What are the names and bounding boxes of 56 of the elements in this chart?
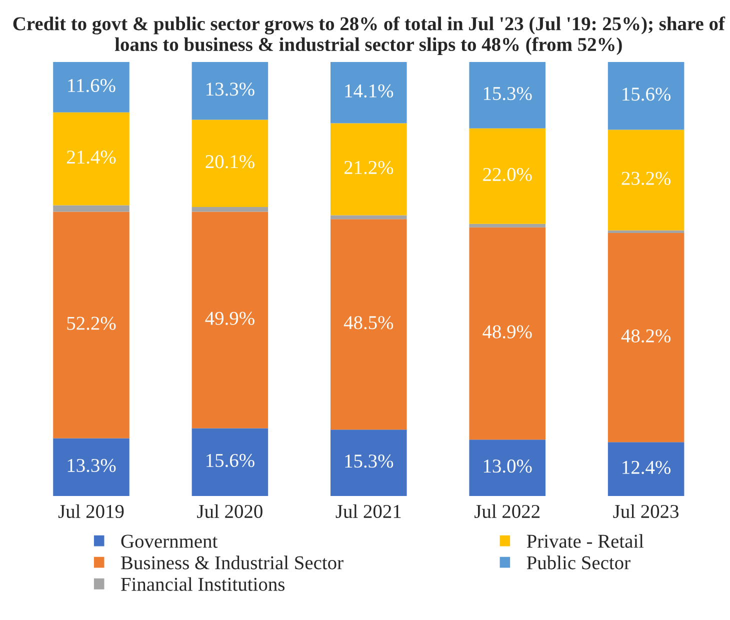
- bar: [469, 227, 546, 440]
- bar: [192, 62, 268, 120]
- legend-label: Business & Industrial Sector: [121, 556, 344, 570]
- data-label: 21.4%: [66, 150, 116, 164]
- data-label: 14.1%: [345, 84, 394, 98]
- x-tick-label: Jul 2021: [336, 504, 401, 518]
- data-label: 15.3%: [345, 454, 394, 468]
- x-tick-label: Jul 2023: [613, 504, 679, 518]
- data-label: 22.0%: [483, 168, 532, 182]
- data-label: 15.6%: [206, 454, 254, 468]
- data-label: 23.2%: [622, 172, 670, 185]
- bar: [469, 440, 546, 496]
- bar: [469, 224, 546, 228]
- data-label: 48.2%: [621, 329, 670, 343]
- bar: [469, 62, 546, 128]
- data-label: 52.2%: [67, 316, 116, 330]
- bar: [53, 112, 130, 206]
- bar: [330, 219, 407, 430]
- data-label: 48.5%: [344, 316, 394, 330]
- bar: [192, 206, 268, 212]
- bar: [330, 215, 407, 220]
- bar: [53, 212, 130, 438]
- legend-label: Financial Institutions: [121, 577, 285, 591]
- data-label: 48.9%: [482, 325, 532, 338]
- bar: [192, 120, 268, 207]
- data-label: 13.3%: [68, 458, 116, 472]
- data-label: 20.1%: [206, 155, 254, 168]
- bar: [608, 442, 684, 496]
- bar: [53, 62, 130, 112]
- data-label: 49.9%: [205, 312, 254, 325]
- data-label: 15.3%: [484, 86, 532, 100]
- data-label: 12.4%: [622, 460, 670, 474]
- legend-label: Government: [121, 534, 218, 548]
- data-label: 21.2%: [344, 160, 394, 174]
- bar: [608, 230, 684, 233]
- bar: [330, 430, 407, 496]
- bar: [53, 438, 130, 496]
- data-label: 13.0%: [484, 460, 532, 473]
- bar: [330, 62, 407, 124]
- x-tick-label: Jul 2020: [197, 504, 262, 518]
- chart-title: Credit to govt & public sector grows to 28% of total in Jul '23 (Jul '19: 25%); share of loans to business & industrial sector slips to 48% (from 52%): [13, 16, 726, 55]
- data-label: 15.6%: [622, 88, 670, 101]
- data-label: 11.6%: [68, 78, 116, 92]
- legend-label: Public Sector: [526, 556, 630, 570]
- bar: [53, 205, 130, 212]
- bar: [608, 62, 684, 130]
- x-tick-label: Jul 2019: [58, 504, 124, 518]
- bar: [608, 130, 684, 230]
- data-label: 13.3%: [206, 82, 254, 96]
- bar: [469, 128, 546, 224]
- legend-label: Private - Retail: [526, 534, 644, 548]
- x-tick-label: Jul 2022: [474, 504, 540, 518]
- bar: [608, 232, 684, 442]
- bar: [192, 428, 268, 496]
- bar: [330, 123, 407, 216]
- bar: [192, 212, 268, 428]
